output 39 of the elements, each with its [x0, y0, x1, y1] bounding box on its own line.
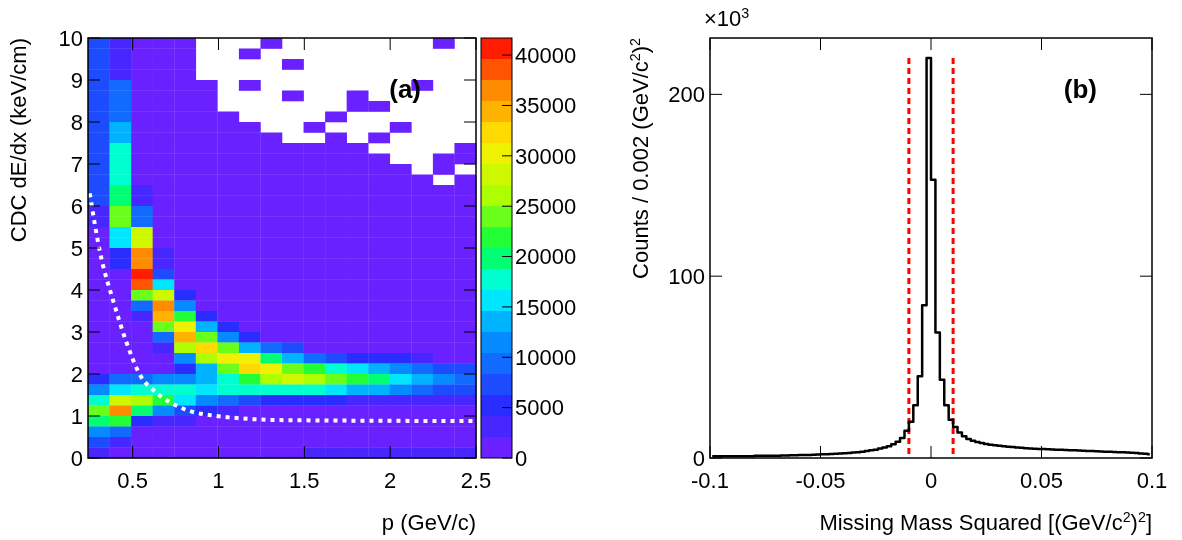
y-tick-label: 2 [70, 361, 83, 387]
y-tick-label: 6 [70, 193, 83, 219]
color-bar-label: 10000 [515, 344, 577, 370]
y-tick-label: 200 [668, 82, 705, 108]
annotation: (a) [389, 74, 421, 104]
y-tick-label: 10 [58, 25, 83, 51]
color-bar-label: 5000 [515, 395, 564, 421]
color-bar-label: 15000 [515, 294, 577, 320]
x-tick-label: 1.5 [289, 468, 320, 493]
x-tick-label: -0.05 [795, 468, 846, 493]
y-tick-label: 3 [70, 319, 83, 345]
y-tick-label: 0 [692, 445, 705, 471]
y-tick-label: 7 [70, 151, 83, 177]
y-tick-label: 1 [70, 403, 83, 429]
color-bar-label: 25000 [515, 193, 577, 219]
y-tick-label: 100 [668, 263, 705, 289]
x-tick-label: 0.5 [117, 468, 148, 493]
color-bar-label: 40000 [515, 42, 577, 68]
text: ×10$^{3}$ [704, 5, 750, 31]
color-bar-label: 0 [515, 445, 528, 471]
color-bar-label: 20000 [515, 244, 577, 270]
x-tick-label: -0.1 [691, 468, 729, 493]
x-tick-label: 0 [924, 468, 938, 493]
color-bar-label: 35000 [515, 93, 577, 119]
annotation: (b) [1063, 74, 1097, 104]
x-tick-label: 0.1 [1136, 468, 1168, 493]
color-bar-label: 30000 [515, 143, 577, 169]
y-tick-label: 8 [70, 109, 83, 135]
x-tick-label: 0.05 [1020, 468, 1063, 493]
x-axis-title: Missing Mass Squared [(GeV/c$^{2}$)$^{2}$] [819, 509, 1152, 535]
y-tick-label: 5 [70, 235, 83, 261]
x-tick-label: 2 [384, 468, 397, 493]
x-axis-title: p (GeV/c) [381, 510, 476, 535]
y-axis-title: CDC dE/dx (keV/cm) [6, 38, 31, 243]
y-tick-label: 4 [70, 277, 83, 303]
x-tick-label: 1 [212, 468, 225, 493]
y-tick-label: 0 [70, 445, 83, 471]
x-tick-label: 2.5 [460, 468, 492, 493]
y-tick-label: 9 [70, 67, 83, 93]
